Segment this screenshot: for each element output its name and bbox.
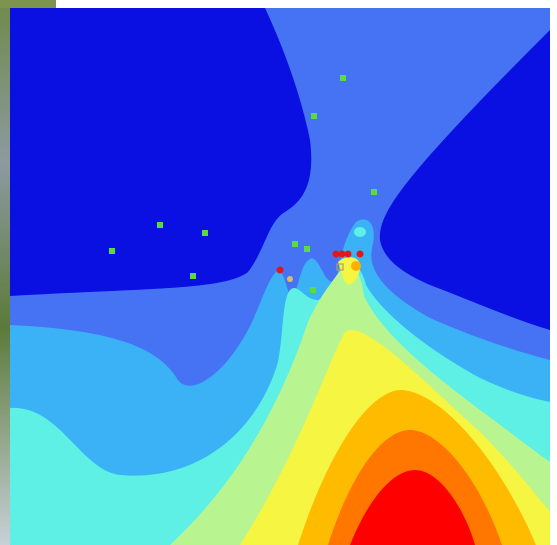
marker: [277, 267, 284, 274]
page: [0, 0, 557, 545]
marker: [109, 248, 115, 254]
marker: [333, 251, 340, 258]
level-cyan-spot: [354, 227, 366, 237]
marker: [345, 251, 352, 258]
contour-screenshot: [0, 0, 557, 545]
photo-strip: [0, 0, 10, 545]
marker: [304, 246, 310, 252]
contour-plot: [10, 8, 550, 545]
marker: [371, 189, 377, 195]
marker: [292, 241, 298, 247]
marker: [311, 113, 317, 119]
marker: [190, 273, 196, 279]
marker: [340, 75, 346, 81]
marker: [351, 261, 361, 271]
photo-strip-top: [0, 0, 56, 8]
marker: [157, 222, 163, 228]
marker: [287, 276, 293, 282]
marker: [310, 287, 316, 293]
marker: [202, 230, 208, 236]
marker: [339, 251, 346, 258]
marker: [357, 251, 364, 258]
